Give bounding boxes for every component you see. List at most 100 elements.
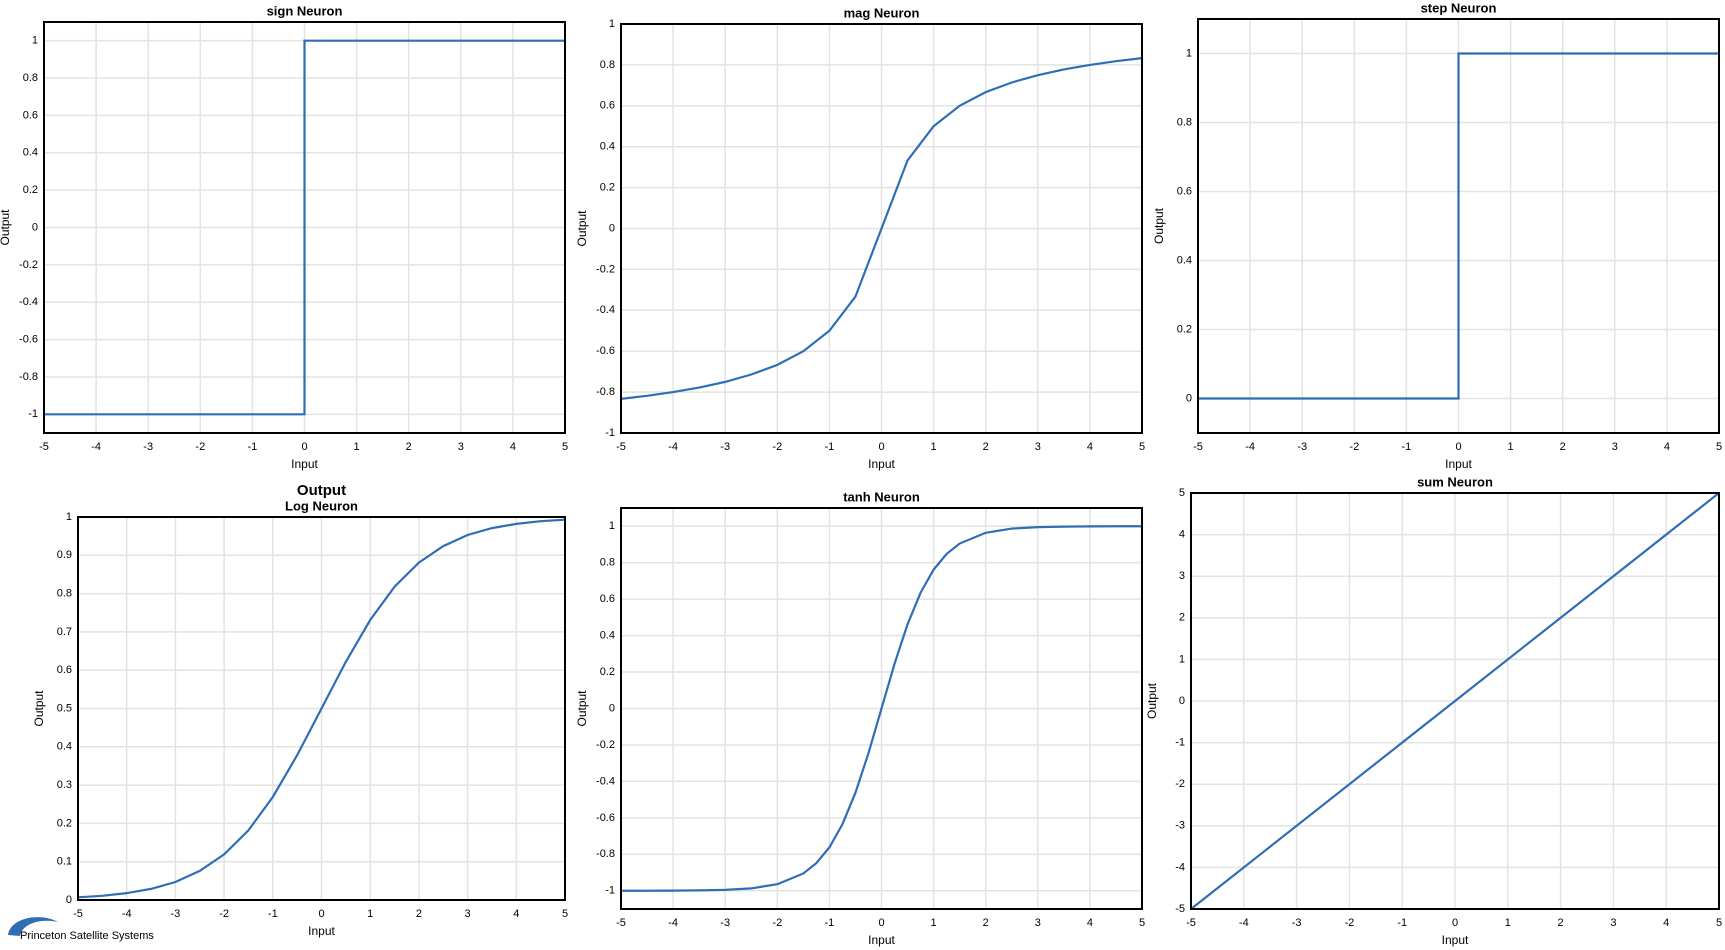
y-tick-label: 0.9 xyxy=(57,549,72,561)
y-tick-label: 1 xyxy=(609,18,615,30)
y-tick-label: 4 xyxy=(1179,529,1185,541)
data-line xyxy=(621,525,1142,892)
x-tick-label: 2 xyxy=(416,908,422,920)
x-tick-label: 4 xyxy=(1087,441,1093,453)
axes-box xyxy=(1197,18,1720,434)
x-tick-label: -3 xyxy=(720,441,730,453)
x-axis-label: Input xyxy=(1442,933,1469,947)
y-tick-label: 0.2 xyxy=(600,182,615,194)
x-tick-label: -5 xyxy=(73,908,83,920)
x-tick-label: 0 xyxy=(878,441,884,453)
data-line xyxy=(1198,52,1719,400)
x-tick-label: 5 xyxy=(1716,441,1722,453)
x-tick-label: 5 xyxy=(1716,917,1722,929)
y-tick-label: 0.8 xyxy=(1177,116,1192,128)
x-tick-label: -4 xyxy=(668,441,678,453)
y-tick-label: 0.2 xyxy=(57,817,72,829)
x-tick-label: 0 xyxy=(1455,441,1461,453)
x-tick-label: 2 xyxy=(983,441,989,453)
chart-title: step Neuron xyxy=(1421,0,1497,15)
y-tick-label: 0.1 xyxy=(57,856,72,868)
y-tick-label: 0.4 xyxy=(1177,254,1192,266)
y-tick-label: 1 xyxy=(32,35,38,47)
x-tick-label: -2 xyxy=(195,441,205,453)
y-axis-label: Output xyxy=(575,690,589,727)
logo-mark xyxy=(8,917,58,936)
x-tick-label: -2 xyxy=(219,908,229,920)
x-tick-label: -3 xyxy=(720,917,730,929)
y-tick-label: 0.2 xyxy=(23,184,38,196)
axes-box xyxy=(620,507,1143,910)
x-tick-label: 4 xyxy=(1664,441,1670,453)
x-tick-label: 4 xyxy=(1663,917,1669,929)
axes-box xyxy=(77,516,566,901)
x-tick-label: 5 xyxy=(562,441,568,453)
y-tick-label: 0.8 xyxy=(600,59,615,71)
data-line xyxy=(1190,492,1720,910)
chart-title: mag Neuron xyxy=(844,5,920,20)
x-tick-label: -5 xyxy=(39,441,49,453)
axes-box xyxy=(43,21,566,434)
x-tick-label: -1 xyxy=(268,908,278,920)
y-axis-label: Output xyxy=(1145,682,1159,719)
x-tick-label: -3 xyxy=(143,441,153,453)
x-tick-label: -2 xyxy=(1349,441,1359,453)
x-tick-label: 4 xyxy=(513,908,519,920)
data-line xyxy=(77,518,566,899)
x-tick-label: 0 xyxy=(878,917,884,929)
y-tick-label: 2 xyxy=(1179,612,1185,624)
y-tick-label: 0.8 xyxy=(23,72,38,84)
x-tick-label: 2 xyxy=(406,441,412,453)
x-tick-label: 2 xyxy=(1560,441,1566,453)
x-tick-label: 4 xyxy=(510,441,516,453)
y-tick-label: -0.8 xyxy=(596,848,615,860)
y-tick-label: -2 xyxy=(1175,778,1185,790)
y-tick-label: 0 xyxy=(1186,392,1192,404)
y-axis-label: Output xyxy=(575,210,589,247)
y-tick-label: 1 xyxy=(1179,653,1185,665)
x-tick-label: 1 xyxy=(354,441,360,453)
x-tick-label: -3 xyxy=(1292,917,1302,929)
x-axis-label: Input xyxy=(868,457,895,471)
y-tick-label: -5 xyxy=(1175,903,1185,915)
chart-title: sum Neuron xyxy=(1417,474,1493,489)
x-tick-label: 1 xyxy=(931,441,937,453)
y-tick-label: -0.8 xyxy=(596,386,615,398)
x-tick-label: -1 xyxy=(1397,917,1407,929)
y-tick-label: -3 xyxy=(1175,820,1185,832)
x-tick-label: -2 xyxy=(772,917,782,929)
y-tick-label: 0 xyxy=(66,894,72,906)
y-tick-label: 0 xyxy=(609,702,615,714)
y-tick-label: -0.6 xyxy=(596,812,615,824)
y-tick-label: -1 xyxy=(1175,737,1185,749)
x-axis-label: Input xyxy=(1445,457,1472,471)
chart-title: Log Neuron xyxy=(285,498,358,513)
y-tick-label: -0.2 xyxy=(596,739,615,751)
x-tick-label: 5 xyxy=(1139,917,1145,929)
y-tick-label: 0 xyxy=(32,221,38,233)
y-tick-label: 0 xyxy=(1179,695,1185,707)
y-tick-label: -0.8 xyxy=(19,371,38,383)
x-tick-label: 4 xyxy=(1087,917,1093,929)
x-tick-label: -1 xyxy=(825,441,835,453)
x-tick-label: -5 xyxy=(616,917,626,929)
x-axis-label: Input xyxy=(868,933,895,947)
y-tick-label: 1 xyxy=(66,511,72,523)
y-tick-label: -1 xyxy=(605,885,615,897)
y-tick-label: 0.6 xyxy=(57,664,72,676)
y-tick-label: 0.8 xyxy=(57,588,72,600)
x-tick-label: 0 xyxy=(318,908,324,920)
x-tick-label: 1 xyxy=(931,917,937,929)
y-tick-label: 5 xyxy=(1179,487,1185,499)
logo: Princeton Satellite Systems xyxy=(8,917,154,942)
x-tick-label: 0 xyxy=(301,441,307,453)
data-line xyxy=(44,39,565,416)
x-tick-label: -2 xyxy=(772,441,782,453)
x-tick-label: -4 xyxy=(1245,441,1255,453)
y-tick-label: 0.8 xyxy=(600,557,615,569)
y-tick-label: 0.6 xyxy=(23,109,38,121)
x-tick-label: 3 xyxy=(465,908,471,920)
chart-title: tanh Neuron xyxy=(843,489,920,504)
y-tick-label: -0.4 xyxy=(596,304,615,316)
x-tick-label: -4 xyxy=(668,917,678,929)
